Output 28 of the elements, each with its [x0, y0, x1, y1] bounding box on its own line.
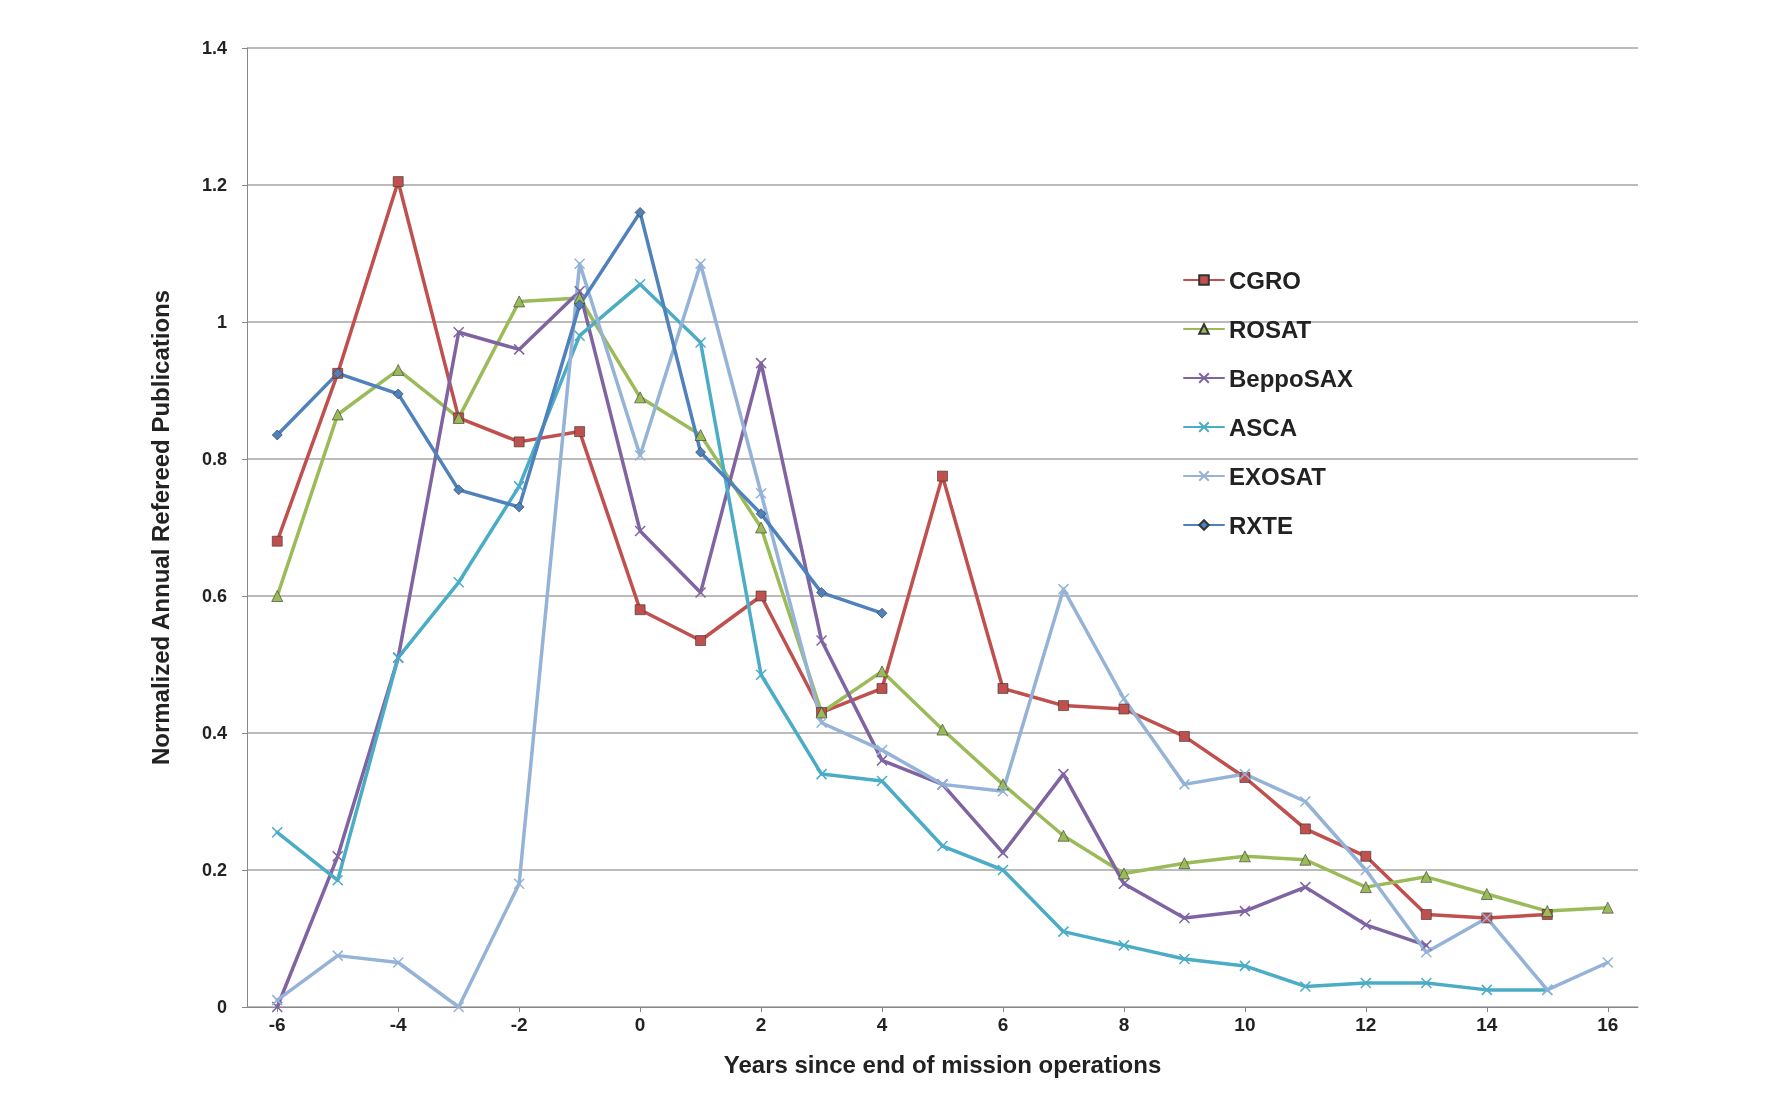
y-tick-label: 0.8 — [201, 449, 227, 469]
x-tick-label: 14 — [1476, 1014, 1498, 1035]
legend-label: ASCA — [1229, 413, 1298, 441]
y-tick-label: 1.4 — [201, 38, 227, 58]
x-axis-title: Years since end of mission operations — [723, 1050, 1162, 1078]
x-tick-label: 0 — [634, 1014, 646, 1035]
legend-label: RXTE — [1229, 511, 1294, 539]
y-tick-label: 0.4 — [201, 723, 227, 743]
x-tick-label: -2 — [510, 1014, 528, 1035]
x-tick-label: -6 — [268, 1014, 286, 1035]
y-tick-label: 1 — [216, 312, 227, 332]
legend-label: BeppoSAX — [1229, 364, 1354, 392]
x-tick-label: 8 — [1118, 1014, 1130, 1035]
x-tick-label: 12 — [1355, 1014, 1377, 1035]
x-tick-label: 6 — [997, 1014, 1009, 1035]
y-tick-label: 0.6 — [201, 586, 227, 606]
y-tick-label: 1.2 — [201, 175, 227, 195]
legend-label: EXOSAT — [1229, 462, 1327, 490]
x-tick-label: 10 — [1234, 1014, 1256, 1035]
y-tick-label: 0.2 — [201, 860, 227, 880]
y-axis-title: Normalized Annual Refereed Publications — [146, 289, 174, 766]
legend-label: ROSAT — [1229, 315, 1312, 343]
y-tick-label: 0 — [216, 997, 227, 1017]
legend-label: CGRO — [1229, 266, 1301, 294]
x-tick-label: 2 — [755, 1014, 767, 1035]
x-tick-label: 4 — [876, 1014, 888, 1035]
x-tick-label: -4 — [389, 1014, 408, 1035]
x-tick-label: 16 — [1597, 1014, 1619, 1035]
